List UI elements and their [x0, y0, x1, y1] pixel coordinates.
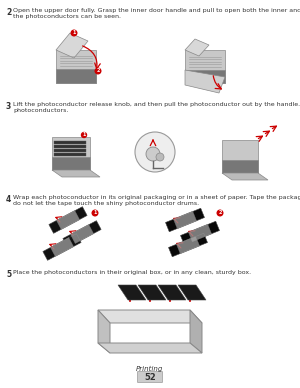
Text: Printing: Printing — [136, 366, 164, 372]
Polygon shape — [54, 149, 86, 152]
Polygon shape — [63, 221, 101, 247]
Polygon shape — [49, 207, 87, 233]
Text: 2: 2 — [96, 69, 100, 73]
Polygon shape — [138, 285, 166, 300]
Polygon shape — [158, 285, 186, 300]
Polygon shape — [185, 50, 225, 83]
Circle shape — [156, 153, 164, 161]
Text: Place the photoconductors in their original box, or in any clean, sturdy box.: Place the photoconductors in their origi… — [13, 270, 251, 275]
Circle shape — [71, 30, 77, 36]
Polygon shape — [176, 236, 200, 254]
Polygon shape — [222, 173, 268, 180]
Polygon shape — [52, 170, 100, 177]
Circle shape — [92, 210, 98, 216]
Polygon shape — [181, 221, 220, 245]
Text: 1: 1 — [72, 31, 76, 35]
Polygon shape — [222, 160, 258, 173]
Polygon shape — [50, 237, 74, 256]
Polygon shape — [222, 140, 258, 173]
Circle shape — [135, 132, 175, 172]
Polygon shape — [166, 208, 205, 232]
Polygon shape — [118, 285, 146, 300]
Polygon shape — [185, 39, 209, 56]
FancyBboxPatch shape — [137, 371, 163, 383]
Text: 1: 1 — [93, 211, 97, 215]
Polygon shape — [56, 69, 96, 83]
Polygon shape — [54, 153, 86, 156]
Circle shape — [82, 132, 86, 137]
Polygon shape — [98, 310, 202, 323]
Text: 5: 5 — [6, 270, 11, 279]
Polygon shape — [188, 224, 212, 242]
Text: 3: 3 — [6, 102, 11, 111]
Polygon shape — [178, 285, 206, 300]
Polygon shape — [54, 141, 86, 144]
Polygon shape — [56, 50, 96, 83]
Polygon shape — [173, 211, 197, 229]
Polygon shape — [52, 137, 90, 170]
Polygon shape — [54, 145, 86, 148]
Text: Open the upper door fully. Grasp the inner door handle and pull to open both the: Open the upper door fully. Grasp the inn… — [13, 8, 300, 19]
Text: 4: 4 — [6, 195, 11, 204]
Circle shape — [95, 68, 101, 74]
Polygon shape — [98, 310, 110, 353]
Circle shape — [146, 147, 160, 161]
Text: Lift the photoconductor release knob, and then pull the photoconductor out by th: Lift the photoconductor release knob, an… — [13, 102, 300, 113]
Text: Wrap each photoconductor in its original packaging or in a sheet of paper. Tape : Wrap each photoconductor in its original… — [13, 195, 300, 206]
Polygon shape — [185, 70, 225, 93]
Text: 52: 52 — [144, 372, 156, 381]
Polygon shape — [169, 233, 208, 257]
Text: 2: 2 — [6, 8, 11, 17]
Polygon shape — [190, 310, 202, 353]
Polygon shape — [56, 33, 88, 58]
Polygon shape — [43, 234, 81, 260]
Polygon shape — [185, 70, 225, 83]
Polygon shape — [98, 343, 202, 353]
Polygon shape — [52, 157, 90, 170]
Text: 1: 1 — [82, 132, 86, 137]
Polygon shape — [56, 210, 80, 230]
Polygon shape — [70, 225, 94, 244]
Circle shape — [217, 210, 223, 216]
Text: 2: 2 — [218, 211, 222, 215]
